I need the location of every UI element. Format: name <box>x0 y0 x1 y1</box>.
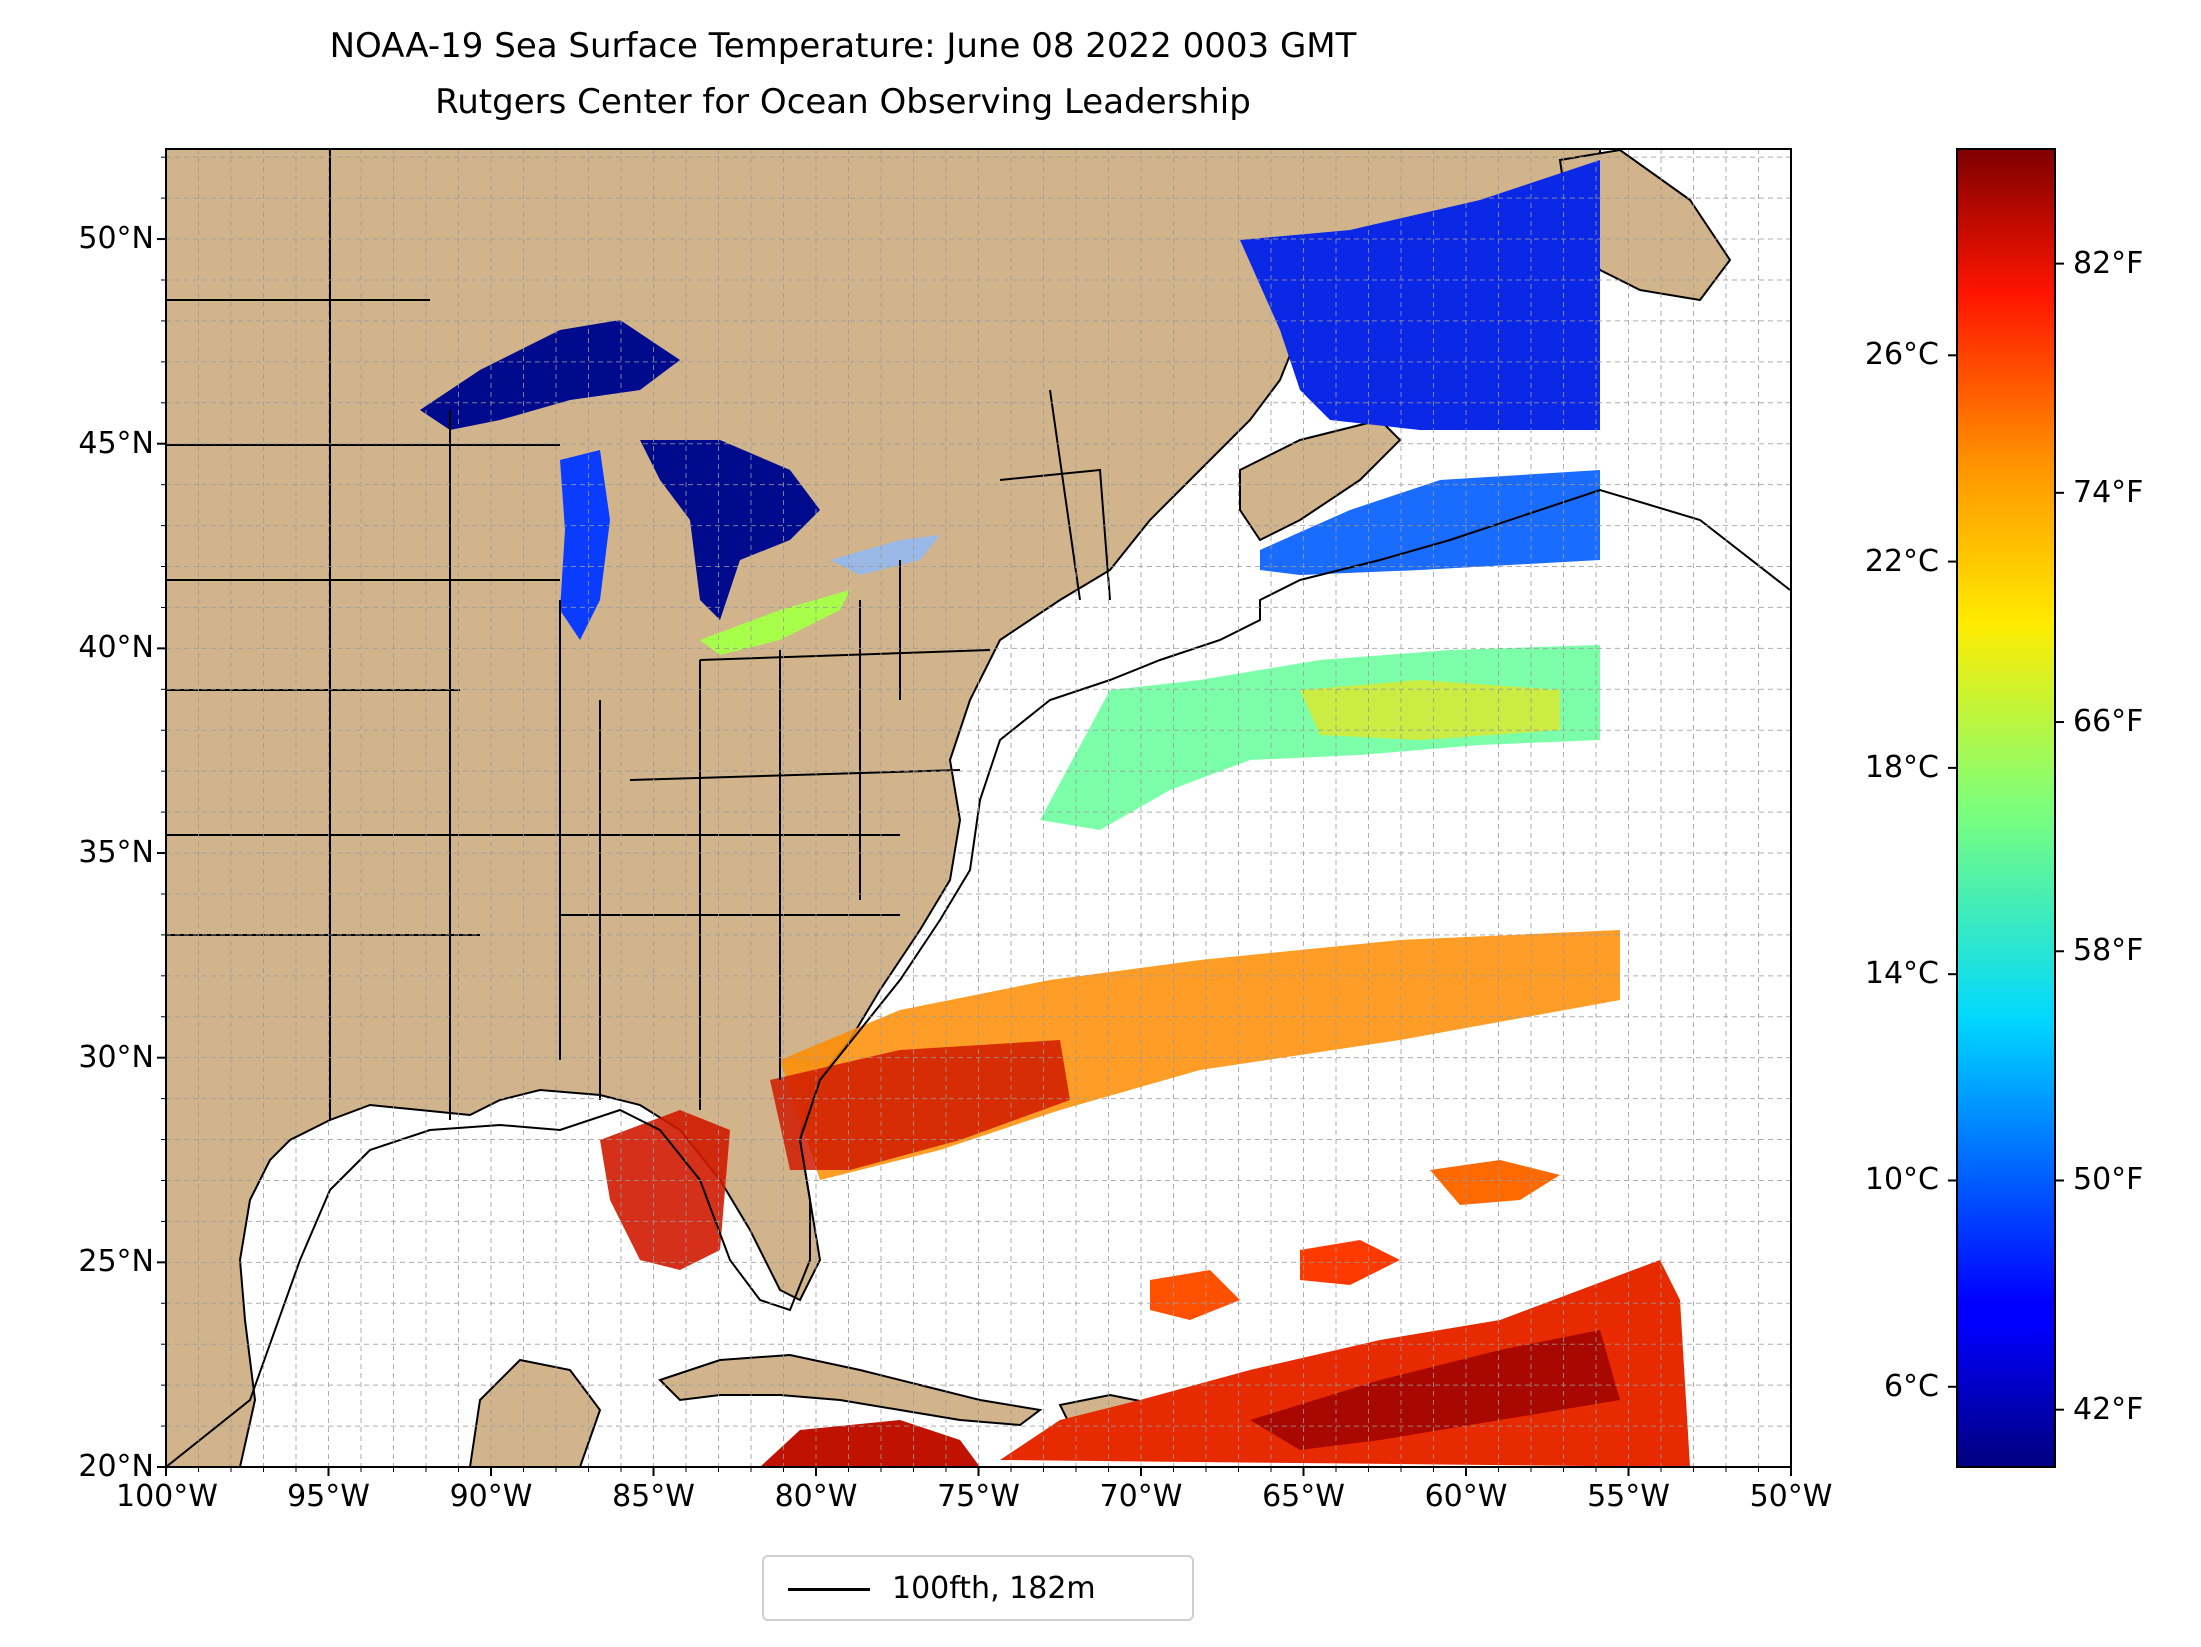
colorbar <box>1956 148 2056 1468</box>
sst-scotian-shelf <box>1260 470 1600 575</box>
lon-tick-label: 60°W <box>1424 1479 1508 1514</box>
lat-tick-label: 40°N <box>78 630 154 666</box>
sst-gulf-st-lawrence <box>1240 160 1600 430</box>
lake-huron <box>640 440 820 620</box>
lat-tick-label: 30°N <box>78 1039 154 1075</box>
sst-caribbean-hot <box>1250 1330 1620 1450</box>
lake-erie <box>700 590 850 655</box>
sst-patch-1 <box>1430 1160 1560 1205</box>
lon-tick-label: 75°W <box>937 1479 1020 1514</box>
colorbar-f-label: 42°F <box>2073 1391 2144 1427</box>
state-borders <box>166 149 1111 1120</box>
legend-contour-line <box>788 1588 870 1591</box>
contour-100fth <box>166 488 1791 1467</box>
map-subtitle: Rutgers Center for Ocean Observing Leade… <box>435 82 1251 122</box>
map-legend: 100fth, 182m <box>762 1555 1194 1621</box>
sst-patch-3 <box>1150 1270 1240 1320</box>
lon-tick-label: 50°W <box>1749 1479 1833 1514</box>
colorbar-c-label: 6°C <box>1883 1368 1939 1404</box>
colorbar-f-label: 66°F <box>2073 704 2144 740</box>
lon-tick-label: 70°W <box>1099 1479 1183 1514</box>
sst-atlantic-east-coast <box>770 1040 1070 1170</box>
lake-michigan <box>560 450 610 640</box>
lon-tick-label: 95°W <box>287 1479 370 1514</box>
lat-tick-label: 20°N <box>78 1449 154 1484</box>
colorbar-c-label: 18°C <box>1864 749 1939 785</box>
colorbar-c-label: 10°C <box>1864 1162 1939 1198</box>
lon-tick-label: 90°W <box>449 1479 533 1514</box>
yucatan-land <box>468 1358 602 1467</box>
lon-tick-label: 100°W <box>116 1479 218 1514</box>
map-title: NOAA-19 Sea Surface Temperature: June 08… <box>329 26 1357 66</box>
nova-scotia-land <box>1239 418 1402 542</box>
cuba-land <box>658 1353 1043 1427</box>
colorbar-c-label: 14°C <box>1864 956 1939 992</box>
sst-florida-west-swath <box>600 1110 730 1270</box>
colorbar-c-label: 26°C <box>1864 337 1939 373</box>
lon-tick-label: 85°W <box>612 1479 695 1514</box>
colorbar-f-label: 82°F <box>2073 245 2144 281</box>
lon-tick-label: 65°W <box>1262 1479 1345 1514</box>
lat-tick-label: 45°N <box>78 425 154 461</box>
lat-tick-label: 25°N <box>78 1244 154 1280</box>
lon-tick-label: 80°W <box>774 1479 858 1514</box>
sst-caribbean-south <box>760 1420 980 1467</box>
colorbar-f-label: 74°F <box>2073 474 2144 510</box>
lat-tick-label: 50°N <box>78 221 154 257</box>
colorbar-f-label: 50°F <box>2073 1162 2144 1198</box>
lat-tick-label: 35°N <box>78 835 154 871</box>
colorbar-f-label: 58°F <box>2073 933 2144 969</box>
legend-label: 100fth, 182m <box>892 1571 1096 1606</box>
sst-midatlantic-swath-warm <box>1300 680 1560 740</box>
colorbar-c-label: 22°C <box>1864 543 1939 579</box>
lake-ontario <box>830 535 940 575</box>
lon-tick-label: 55°W <box>1587 1479 1670 1514</box>
